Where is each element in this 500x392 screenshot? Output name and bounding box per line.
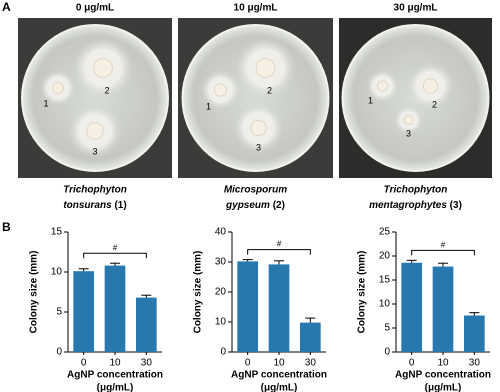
significance-mark: #	[277, 240, 282, 249]
colony-center	[250, 119, 267, 137]
colony-center	[403, 115, 414, 125]
bar	[463, 315, 485, 352]
species-name: Trichophyton	[384, 185, 448, 196]
colony-center	[377, 80, 388, 92]
bar	[104, 265, 126, 352]
colony-center	[93, 58, 113, 78]
y-axis-label: Colony size (mm)	[193, 251, 204, 334]
colony-label: 3	[256, 142, 261, 152]
x-tick-label: 30	[141, 358, 153, 369]
colony-label: 1	[368, 95, 373, 105]
y-tick-label: 10	[215, 317, 227, 328]
significance-bracket	[247, 249, 311, 255]
species-number: (3)	[450, 200, 462, 211]
significance-mark: #	[441, 240, 446, 249]
colony-label: 2	[104, 85, 109, 95]
panel-label: B	[2, 220, 11, 234]
y-tick-label: 0	[56, 347, 62, 358]
colony-label: 2	[267, 85, 272, 95]
y-tick-label: 0	[384, 347, 390, 358]
x-tick-label: 0	[81, 358, 87, 369]
y-tick-label: 5	[56, 307, 62, 318]
colony-center	[86, 122, 104, 140]
y-tick-label: 15	[51, 227, 63, 238]
colony-label: 2	[432, 99, 437, 109]
x-axis-label: (μg/mL)	[425, 383, 462, 392]
x-axis-label: (μg/mL)	[261, 383, 298, 392]
significance-bracket	[411, 249, 475, 256]
bar	[237, 261, 259, 352]
colony-center	[52, 82, 64, 94]
x-axis-label: AgNP concentration	[231, 370, 327, 381]
bar	[73, 271, 95, 352]
colony-center	[422, 78, 439, 94]
colony-center	[255, 58, 276, 78]
significance-mark: #	[113, 243, 118, 252]
y-axis-label: Colony size (mm)	[357, 251, 368, 334]
y-tick-label: 20	[379, 251, 391, 262]
bar	[299, 322, 321, 352]
colony-label: 1	[206, 101, 211, 111]
y-tick-label: 30	[215, 257, 227, 268]
x-tick-label: 0	[245, 358, 251, 369]
species-name: mentagrophytes (3)	[369, 200, 462, 211]
colony-label: 1	[43, 98, 48, 108]
y-tick-label: 0	[220, 347, 226, 358]
y-tick-label: 20	[215, 287, 227, 298]
species-epithet: mentagrophytes	[369, 200, 447, 211]
y-tick-label: 40	[215, 227, 227, 238]
panel-label: A	[2, 0, 11, 14]
x-tick-label: 10	[109, 358, 121, 369]
concentration-label: 0 μg/mL	[76, 3, 114, 14]
x-tick-label: 30	[305, 358, 317, 369]
x-tick-label: 30	[469, 358, 481, 369]
concentration-label: 30 μg/mL	[394, 3, 438, 14]
species-epithet: tonsurans	[63, 200, 112, 211]
species-name: Trichophyton	[63, 185, 127, 196]
x-axis-label: (μg/mL)	[97, 383, 134, 392]
bar	[432, 266, 454, 352]
colony-label: 3	[406, 128, 411, 138]
bar	[401, 262, 423, 352]
colony-center	[213, 83, 228, 97]
species-number: (1)	[114, 200, 126, 211]
x-tick-label: 10	[437, 358, 449, 369]
species-name: gypseum (2)	[225, 200, 285, 211]
y-tick-label: 10	[51, 267, 63, 278]
x-axis-label: AgNP concentration	[67, 370, 163, 381]
y-tick-label: 25	[379, 227, 391, 238]
bar	[268, 264, 290, 352]
colony-label: 3	[92, 146, 97, 156]
y-tick-label: 10	[379, 299, 391, 310]
species-epithet: gypseum	[225, 200, 270, 211]
y-tick-label: 15	[379, 275, 391, 286]
x-tick-label: 10	[273, 358, 285, 369]
species-name: tonsurans (1)	[63, 200, 126, 211]
bar	[135, 297, 157, 352]
y-axis-label: Colony size (mm)	[29, 251, 40, 334]
concentration-label: 10 μg/mL	[234, 3, 278, 14]
significance-bracket	[83, 252, 147, 259]
species-number: (2)	[273, 200, 285, 211]
y-tick-label: 5	[384, 323, 390, 334]
species-name: Microsporum	[224, 185, 287, 196]
x-axis-label: AgNP concentration	[395, 370, 491, 381]
x-tick-label: 0	[409, 358, 415, 369]
